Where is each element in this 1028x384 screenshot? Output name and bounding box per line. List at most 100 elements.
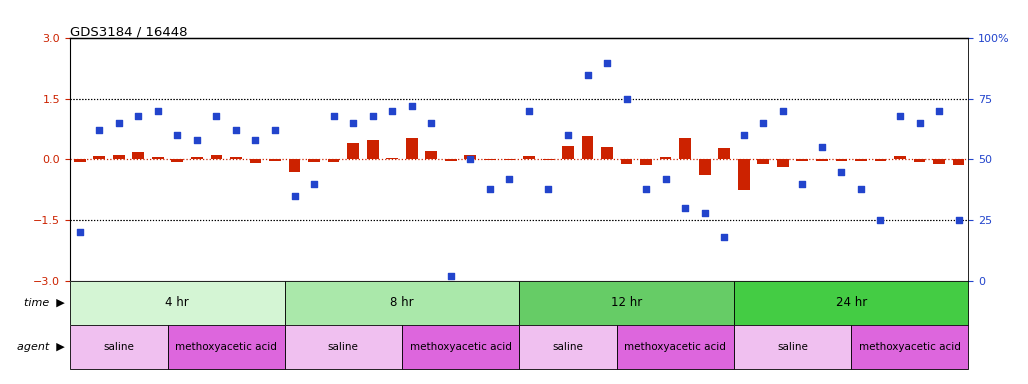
Bar (426, 151, 437, 159)
Bar (816, 159, 828, 161)
Bar (914, 159, 925, 162)
Text: agent  ▶: agent ▶ (17, 342, 65, 352)
Point (520, 108, 537, 114)
Point (637, 185, 654, 192)
Point (892, 113, 909, 119)
Point (599, 60, 616, 66)
Bar (933, 159, 945, 164)
Text: saline: saline (552, 342, 584, 352)
Text: methoxyacetic acid: methoxyacetic acid (175, 342, 278, 352)
Bar (894, 156, 906, 159)
Bar (660, 157, 671, 159)
Text: 8 hr: 8 hr (391, 296, 413, 309)
Point (677, 205, 694, 211)
Point (658, 176, 674, 182)
Text: methoxyacetic acid: methoxyacetic acid (858, 342, 961, 352)
Point (130, 113, 147, 119)
Bar (734, 324, 851, 369)
Bar (328, 159, 339, 162)
Bar (387, 158, 398, 159)
Point (169, 132, 186, 138)
Bar (738, 159, 749, 190)
Point (814, 144, 831, 151)
Point (384, 108, 401, 114)
Bar (523, 156, 535, 159)
Bar (875, 159, 886, 161)
Bar (519, 281, 734, 324)
Point (951, 217, 967, 223)
Point (775, 108, 792, 114)
Point (619, 96, 635, 102)
Bar (74, 159, 85, 162)
Bar (211, 156, 222, 159)
Point (755, 120, 771, 126)
Text: saline: saline (103, 342, 135, 352)
Point (286, 193, 303, 199)
Bar (406, 139, 417, 159)
Bar (953, 159, 964, 165)
Point (306, 180, 323, 187)
Point (442, 273, 458, 279)
Point (150, 108, 167, 114)
Point (872, 217, 888, 223)
Point (463, 156, 479, 162)
Bar (308, 159, 320, 162)
Point (580, 72, 596, 78)
Point (481, 185, 499, 192)
Bar (504, 159, 515, 160)
Point (834, 169, 850, 175)
Bar (758, 159, 769, 164)
Point (424, 120, 440, 126)
Bar (445, 159, 456, 161)
Text: time  ▶: time ▶ (24, 298, 65, 308)
Bar (269, 159, 281, 161)
Bar (562, 146, 574, 159)
Point (736, 132, 752, 138)
Point (853, 185, 870, 192)
Text: 4 hr: 4 hr (166, 296, 189, 309)
Bar (285, 281, 519, 324)
Bar (289, 159, 300, 172)
Bar (484, 159, 495, 160)
Bar (582, 136, 593, 159)
Text: methoxyacetic acid: methoxyacetic acid (624, 342, 727, 352)
Text: GDS3184 / 16448: GDS3184 / 16448 (70, 25, 187, 38)
Point (248, 137, 263, 143)
Bar (621, 159, 632, 164)
Point (267, 127, 284, 134)
Point (795, 180, 811, 187)
Text: saline: saline (777, 342, 808, 352)
Point (697, 210, 713, 216)
Point (189, 137, 206, 143)
Bar (168, 324, 285, 369)
Text: saline: saline (328, 342, 359, 352)
Bar (402, 324, 519, 369)
Bar (855, 159, 867, 161)
Bar (70, 281, 285, 324)
Bar (617, 324, 734, 369)
Point (325, 113, 341, 119)
Bar (797, 159, 808, 161)
Point (365, 113, 381, 119)
Bar (285, 324, 402, 369)
Bar (465, 155, 476, 159)
Bar (152, 157, 163, 159)
Bar (191, 157, 203, 159)
Point (717, 234, 733, 240)
Bar (172, 159, 183, 162)
Point (228, 127, 245, 134)
Bar (699, 159, 710, 175)
Point (111, 120, 127, 126)
Point (72, 229, 88, 235)
Point (502, 176, 518, 182)
Point (931, 108, 948, 114)
Bar (734, 281, 968, 324)
Text: 24 hr: 24 hr (836, 296, 867, 309)
Bar (94, 156, 105, 159)
Bar (367, 140, 378, 159)
Bar (719, 148, 730, 159)
Text: 12 hr: 12 hr (611, 296, 642, 309)
Point (403, 103, 420, 109)
Bar (347, 142, 359, 159)
Point (912, 120, 928, 126)
